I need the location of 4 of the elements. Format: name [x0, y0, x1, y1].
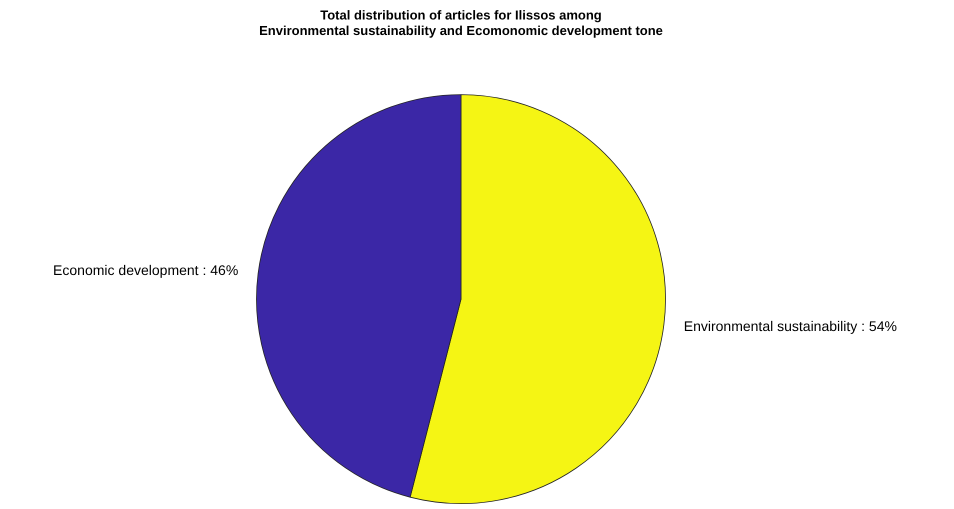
slice-label: Economic development : 46% — [53, 262, 238, 278]
slice-label: Environmental sustainability : 54% — [684, 318, 897, 334]
text: Environmental sustainability and Ecomonomic development tone — [259, 22, 663, 38]
text: Total distribution of articles for Ilissos among — [320, 7, 602, 22]
